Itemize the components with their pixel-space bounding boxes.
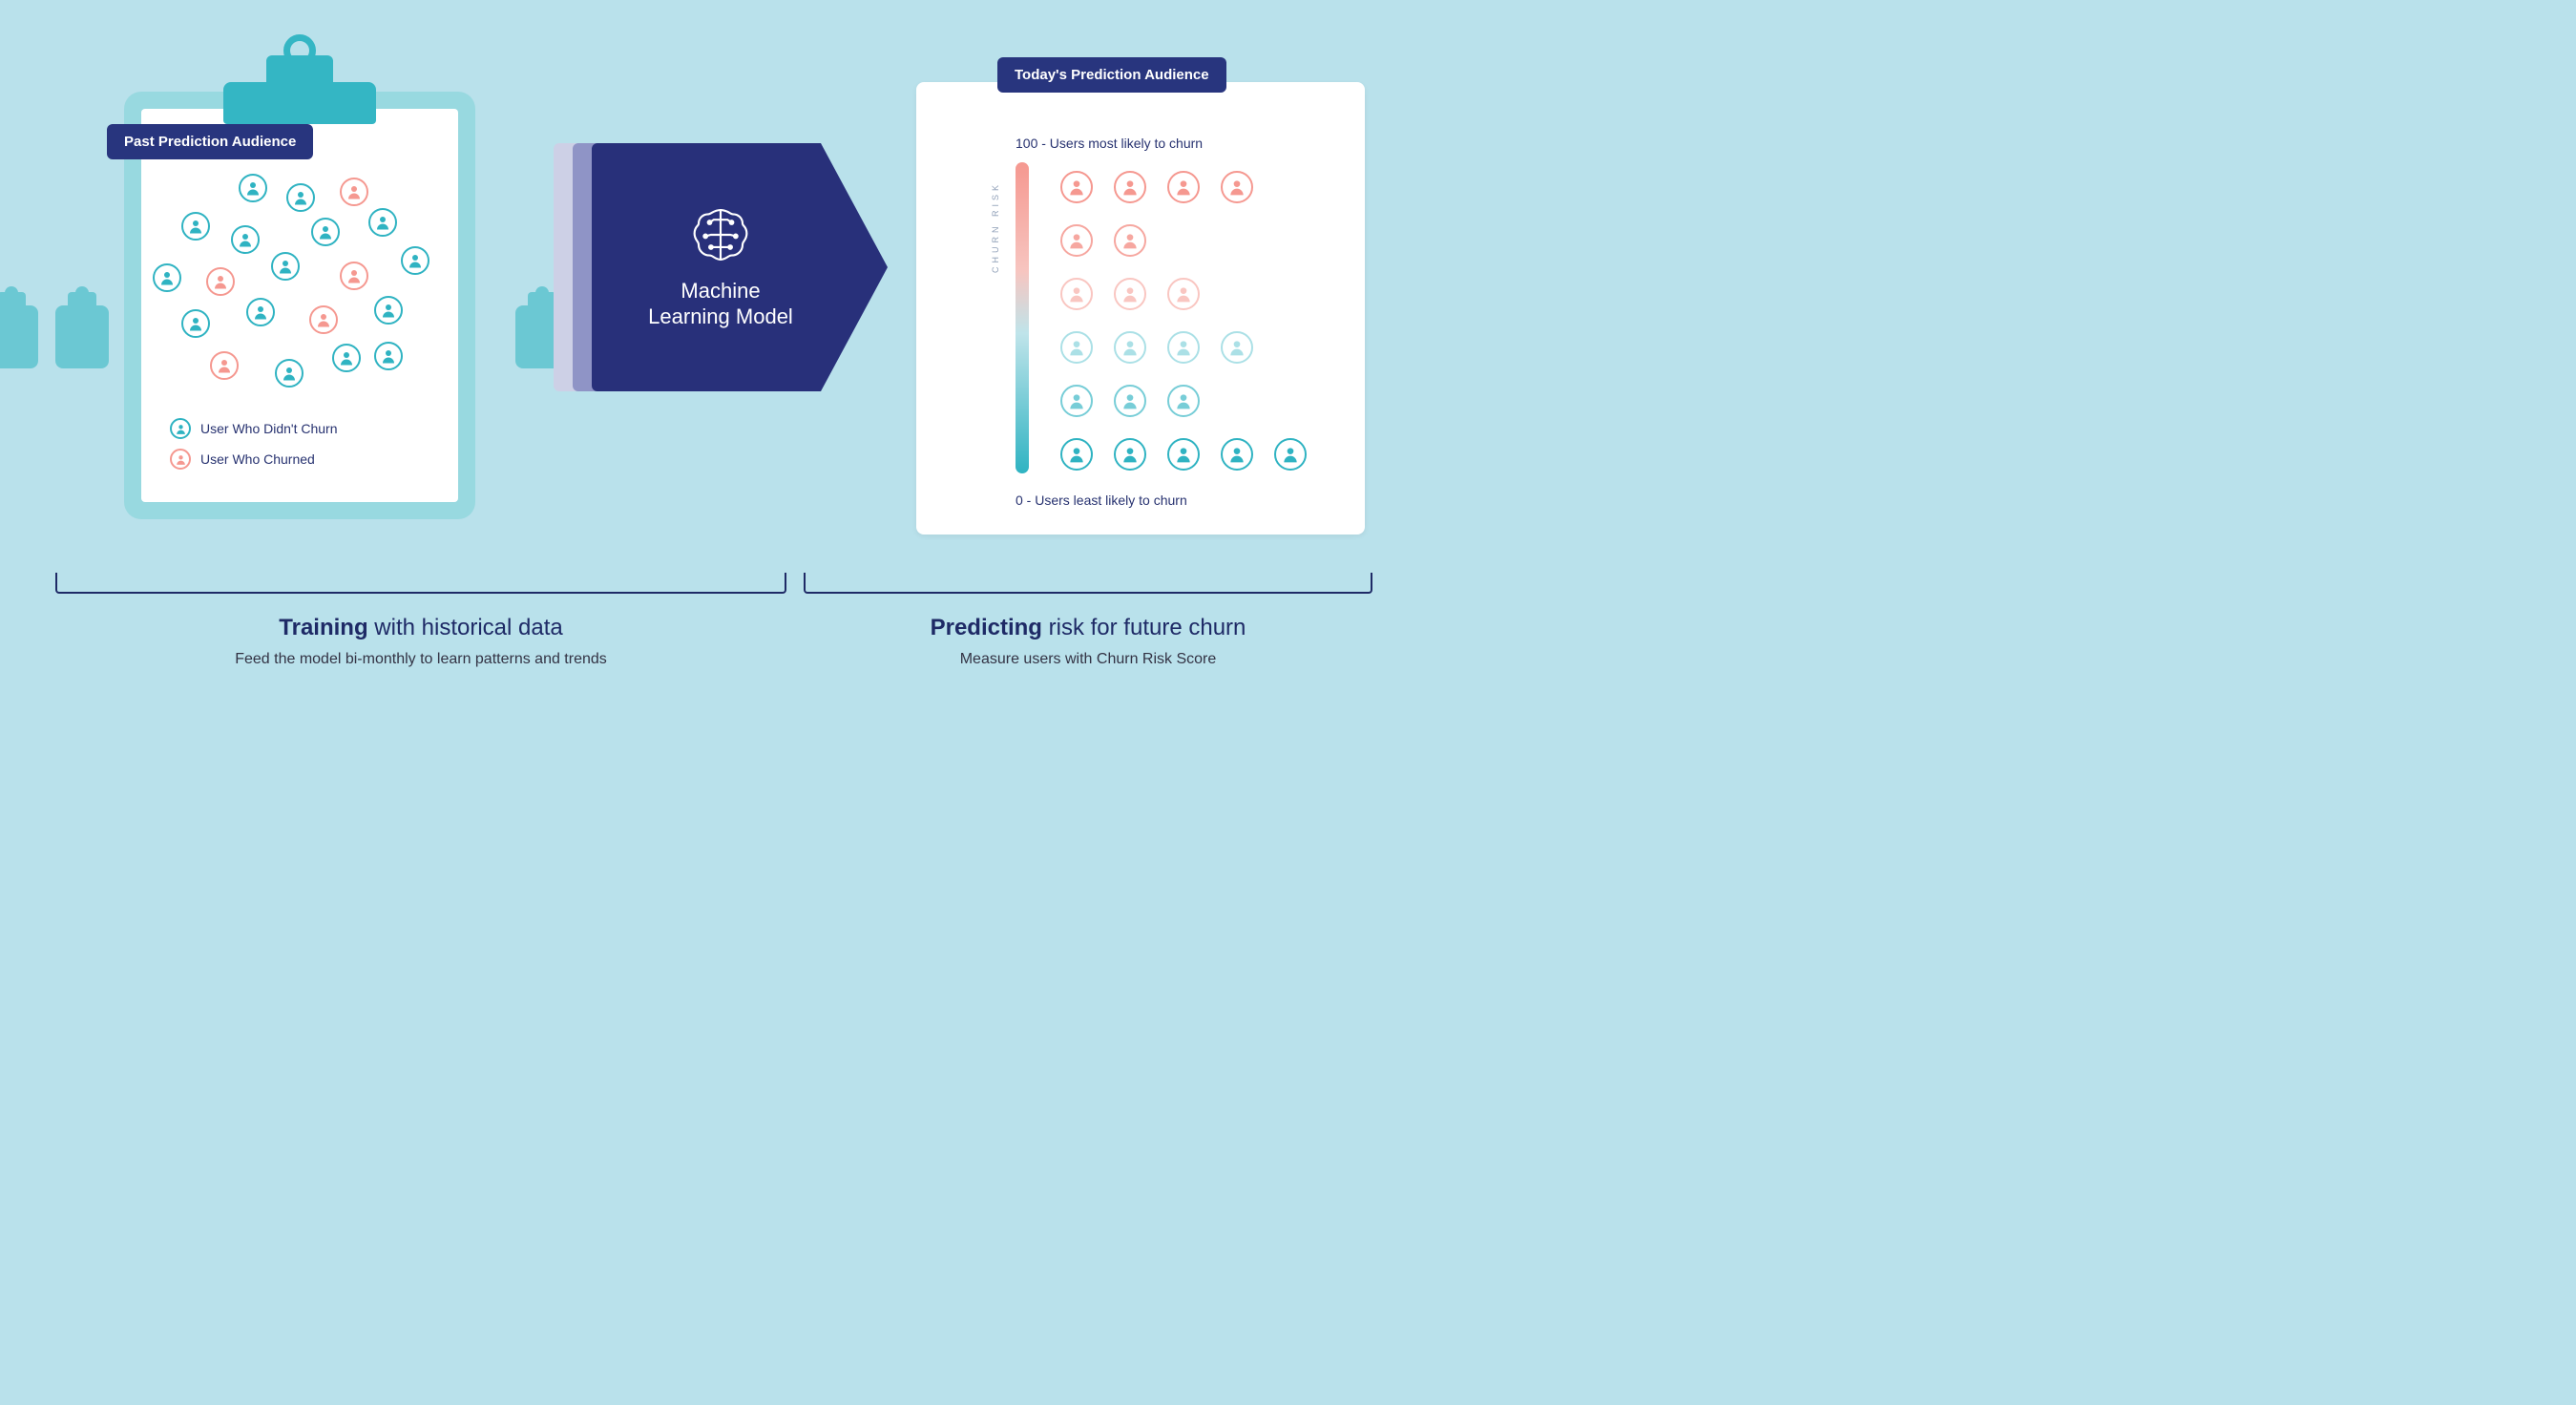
user-icon	[181, 309, 210, 338]
caption-predicting: Predicting risk for future churn Measure…	[804, 615, 1372, 668]
today-audience-badge: Today's Prediction Audience	[997, 57, 1226, 93]
legend-churned: User Who Churned	[200, 451, 315, 467]
caption-training-rest: with historical data	[368, 615, 563, 640]
past-audience-scatter	[153, 174, 439, 393]
user-icon	[153, 263, 181, 292]
user-icon	[340, 262, 368, 290]
user-icon	[271, 252, 300, 281]
legend-didnt-churn: User Who Didn't Churn	[200, 421, 338, 436]
user-icon	[275, 359, 304, 388]
legend: User Who Didn't Churn User Who Churned	[170, 418, 338, 479]
user-icon	[1060, 331, 1093, 364]
user-icon	[374, 342, 403, 370]
user-icon	[368, 208, 397, 237]
user-icon	[1060, 385, 1093, 417]
caption-predicting-bold: Predicting	[931, 615, 1042, 640]
label-top: 100 - Users most likely to churn	[1016, 136, 1203, 151]
user-icon	[1114, 278, 1146, 310]
ml-title-line1: Machine	[681, 279, 760, 303]
user-icon	[1114, 438, 1146, 471]
user-icon	[1060, 278, 1093, 310]
user-icon	[1060, 438, 1093, 471]
brain-icon	[686, 205, 755, 264]
user-icon	[1167, 278, 1200, 310]
user-icon	[311, 218, 340, 246]
label-bottom: 0 - Users least likely to churn	[1016, 493, 1187, 508]
user-icon	[1114, 224, 1146, 257]
user-icon	[1221, 171, 1253, 203]
prediction-grid	[1050, 160, 1317, 481]
user-icon	[1114, 171, 1146, 203]
user-icon	[231, 225, 260, 254]
user-icon	[170, 449, 191, 470]
user-icon	[1167, 385, 1200, 417]
caption-predicting-rest: risk for future churn	[1042, 615, 1246, 640]
user-icon	[374, 296, 403, 325]
user-icon	[1167, 331, 1200, 364]
mini-clipboard	[0, 305, 38, 368]
user-icon	[170, 418, 191, 439]
user-icon	[1274, 438, 1307, 471]
user-icon	[401, 246, 429, 275]
user-icon	[1114, 385, 1146, 417]
caption-training-sub: Feed the model bi-monthly to learn patte…	[55, 651, 786, 668]
today-prediction-card: 100 - Users most likely to churn CHURN R…	[916, 82, 1365, 535]
bracket-training	[55, 573, 786, 594]
user-icon	[1221, 331, 1253, 364]
caption-training-bold: Training	[279, 615, 367, 640]
user-icon	[1114, 331, 1146, 364]
caption-predicting-sub: Measure users with Churn Risk Score	[804, 651, 1372, 668]
user-icon	[1060, 171, 1093, 203]
user-icon	[246, 298, 275, 326]
churn-risk-label: CHURN RISK	[991, 181, 1000, 273]
user-icon	[210, 351, 239, 380]
mini-clipboard	[55, 305, 109, 368]
user-icon	[286, 183, 315, 212]
churn-risk-gradient	[1016, 162, 1029, 473]
user-icon	[239, 174, 267, 202]
user-icon	[332, 344, 361, 372]
user-icon	[206, 267, 235, 296]
bracket-predicting	[804, 573, 1372, 594]
ml-model-arrow: Machine Learning Model	[573, 143, 888, 391]
user-icon	[1167, 171, 1200, 203]
user-icon	[309, 305, 338, 334]
user-icon	[181, 212, 210, 241]
user-icon	[1060, 224, 1093, 257]
ml-title-line2: Learning Model	[648, 304, 793, 328]
past-audience-badge: Past Prediction Audience	[107, 124, 313, 159]
user-icon	[1221, 438, 1253, 471]
user-icon	[1167, 438, 1200, 471]
clipboard-clip	[223, 50, 376, 124]
user-icon	[340, 178, 368, 206]
caption-training: Training with historical data Feed the m…	[55, 615, 786, 668]
